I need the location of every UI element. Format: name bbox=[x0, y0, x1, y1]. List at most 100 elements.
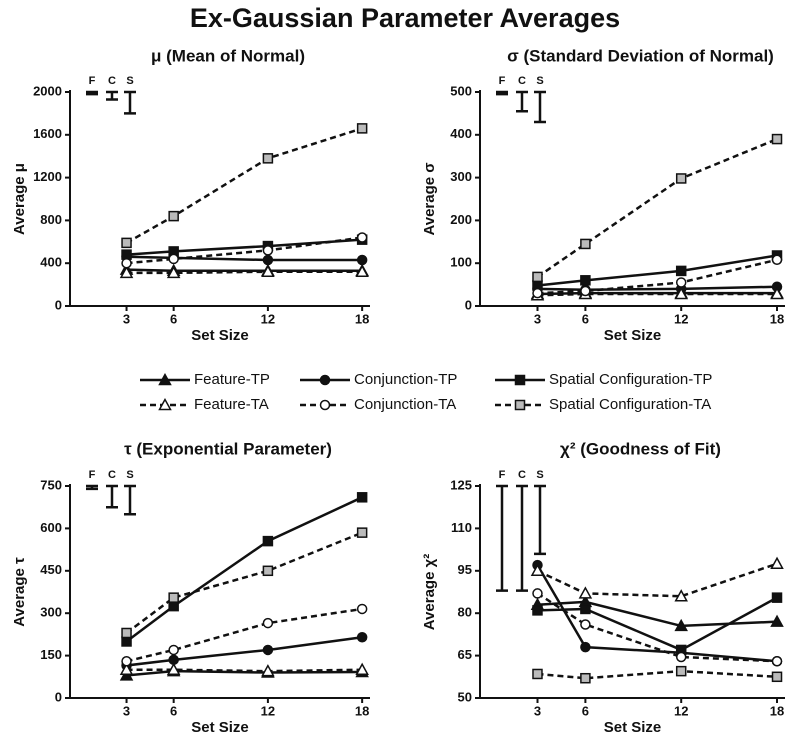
series-line bbox=[126, 270, 363, 275]
y-tick-label: 150 bbox=[40, 647, 62, 662]
y-tick-label: 95 bbox=[458, 562, 472, 577]
marker bbox=[121, 636, 132, 647]
marker bbox=[261, 264, 275, 278]
series-line bbox=[537, 285, 778, 291]
series-line bbox=[537, 596, 778, 652]
marker bbox=[514, 399, 526, 411]
marker bbox=[119, 662, 134, 675]
error-bar bbox=[496, 484, 508, 592]
series-line bbox=[537, 600, 778, 628]
series-line bbox=[537, 258, 778, 295]
marker bbox=[675, 173, 687, 184]
marker bbox=[262, 644, 274, 656]
series-line bbox=[536, 564, 778, 663]
series-line bbox=[125, 496, 363, 643]
series-line bbox=[126, 668, 363, 673]
marker bbox=[356, 527, 368, 538]
marker bbox=[158, 372, 172, 386]
error-bar-label: S bbox=[126, 75, 133, 87]
error-bar bbox=[86, 484, 98, 491]
series-line bbox=[537, 669, 778, 680]
marker bbox=[580, 619, 591, 630]
marker bbox=[675, 265, 687, 277]
error-bar bbox=[106, 90, 118, 101]
marker bbox=[168, 644, 179, 656]
marker bbox=[355, 264, 369, 278]
marker bbox=[532, 588, 543, 599]
panel-title: χ² (Goodness of Fit) bbox=[560, 439, 721, 458]
x-axis-label: Set Size bbox=[604, 327, 662, 344]
series-line bbox=[126, 255, 363, 262]
series-line bbox=[536, 137, 778, 278]
y-tick-label: 500 bbox=[450, 83, 472, 98]
x-tick-label: 6 bbox=[170, 311, 177, 326]
marker bbox=[168, 253, 179, 265]
y-tick-label: 400 bbox=[450, 126, 472, 141]
series-line bbox=[536, 562, 778, 598]
marker bbox=[168, 600, 179, 612]
marker bbox=[121, 257, 132, 269]
marker bbox=[771, 671, 783, 683]
x-axis-label: Set Size bbox=[191, 327, 249, 344]
marker bbox=[262, 617, 274, 629]
marker bbox=[514, 374, 526, 386]
marker bbox=[262, 535, 274, 547]
series-line bbox=[126, 268, 363, 272]
marker bbox=[532, 271, 543, 283]
marker bbox=[356, 232, 368, 243]
error-bar bbox=[496, 90, 508, 96]
panel-title: σ (Standard Deviation of Normal) bbox=[507, 46, 774, 65]
y-tick-label: 1600 bbox=[33, 126, 62, 141]
figure-title: Ex-Gaussian Parameter Averages bbox=[190, 3, 620, 33]
x-tick-label: 18 bbox=[355, 703, 369, 718]
x-tick-label: 18 bbox=[770, 311, 784, 326]
error-bar-label: F bbox=[499, 75, 506, 87]
y-axis-label: Average σ bbox=[421, 162, 438, 235]
marker bbox=[319, 374, 331, 386]
marker bbox=[674, 618, 688, 632]
marker bbox=[580, 285, 591, 297]
y-tick-label: 400 bbox=[40, 255, 62, 270]
error-bar bbox=[516, 90, 528, 113]
y-tick-label: 0 bbox=[55, 689, 62, 704]
error-bar bbox=[106, 484, 118, 509]
x-tick-label: 3 bbox=[534, 703, 541, 718]
series-line bbox=[126, 635, 363, 667]
y-tick-label: 600 bbox=[40, 520, 62, 535]
error-bar-label: F bbox=[499, 469, 506, 481]
marker bbox=[580, 238, 591, 250]
y-tick-label: 0 bbox=[465, 297, 472, 312]
marker bbox=[356, 123, 368, 134]
y-axis-label: Average τ bbox=[11, 557, 28, 627]
marker bbox=[674, 286, 688, 300]
error-bar-label: F bbox=[89, 75, 96, 87]
marker bbox=[675, 277, 687, 288]
marker bbox=[262, 153, 274, 164]
series-line bbox=[126, 236, 363, 265]
error-bar-label: C bbox=[108, 469, 116, 481]
marker bbox=[580, 672, 591, 684]
error-bar bbox=[86, 90, 98, 96]
error-bar-label: C bbox=[108, 75, 116, 87]
error-bar-label: S bbox=[536, 75, 543, 87]
y-tick-label: 100 bbox=[450, 255, 472, 270]
marker bbox=[166, 662, 181, 675]
marker bbox=[770, 556, 784, 569]
error-bar-label: F bbox=[89, 469, 96, 481]
y-tick-label: 80 bbox=[458, 605, 472, 620]
x-tick-label: 12 bbox=[674, 703, 688, 718]
marker bbox=[166, 265, 181, 279]
series-line bbox=[537, 254, 778, 287]
error-bar bbox=[534, 90, 546, 124]
y-axis-label: Average μ bbox=[11, 163, 28, 235]
x-tick-label: 6 bbox=[582, 311, 589, 326]
marker bbox=[158, 397, 172, 411]
marker bbox=[121, 656, 132, 667]
x-tick-label: 18 bbox=[770, 703, 784, 718]
marker bbox=[675, 651, 687, 663]
x-tick-label: 12 bbox=[674, 311, 688, 326]
series-line bbox=[126, 607, 363, 663]
marker bbox=[262, 254, 274, 266]
legend-label: Spatial Configuration-TP bbox=[549, 371, 712, 388]
marker bbox=[119, 265, 134, 279]
